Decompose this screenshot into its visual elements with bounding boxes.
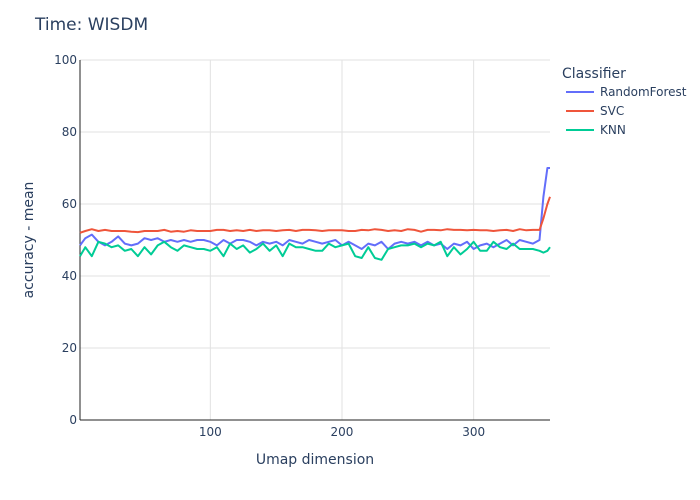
axes: 100 200 300 0 20 40 60 80 100 bbox=[54, 53, 550, 439]
series-line-svc bbox=[79, 196, 551, 234]
y-tick-label: 80 bbox=[62, 125, 77, 139]
legend-label-svc: SVC bbox=[600, 104, 624, 118]
series-line-randomforest bbox=[79, 167, 550, 250]
legend-label-randomforest: RandomForest bbox=[600, 85, 687, 99]
chart-title: Time: WISDM bbox=[34, 15, 148, 35]
y-tick-label: 0 bbox=[69, 413, 77, 427]
y-axis-title: accuracy - mean bbox=[21, 182, 37, 299]
x-tick-label: 200 bbox=[331, 425, 354, 439]
legend-title: Classifier bbox=[562, 66, 626, 82]
y-tick-label: 60 bbox=[62, 197, 77, 211]
y-tick-label: 40 bbox=[62, 269, 77, 283]
legend-label-knn: KNN bbox=[600, 123, 626, 137]
legend: Classifier RandomForest SVC KNN bbox=[562, 66, 687, 137]
x-tick-label: 300 bbox=[462, 425, 485, 439]
y-tick-label: 20 bbox=[62, 341, 77, 355]
series-group bbox=[79, 167, 551, 261]
x-axis-title: Umap dimension bbox=[256, 452, 374, 468]
series-line-knn bbox=[79, 240, 551, 261]
grid bbox=[80, 59, 550, 420]
x-tick-label: 100 bbox=[199, 425, 222, 439]
y-tick-label: 100 bbox=[54, 53, 77, 67]
